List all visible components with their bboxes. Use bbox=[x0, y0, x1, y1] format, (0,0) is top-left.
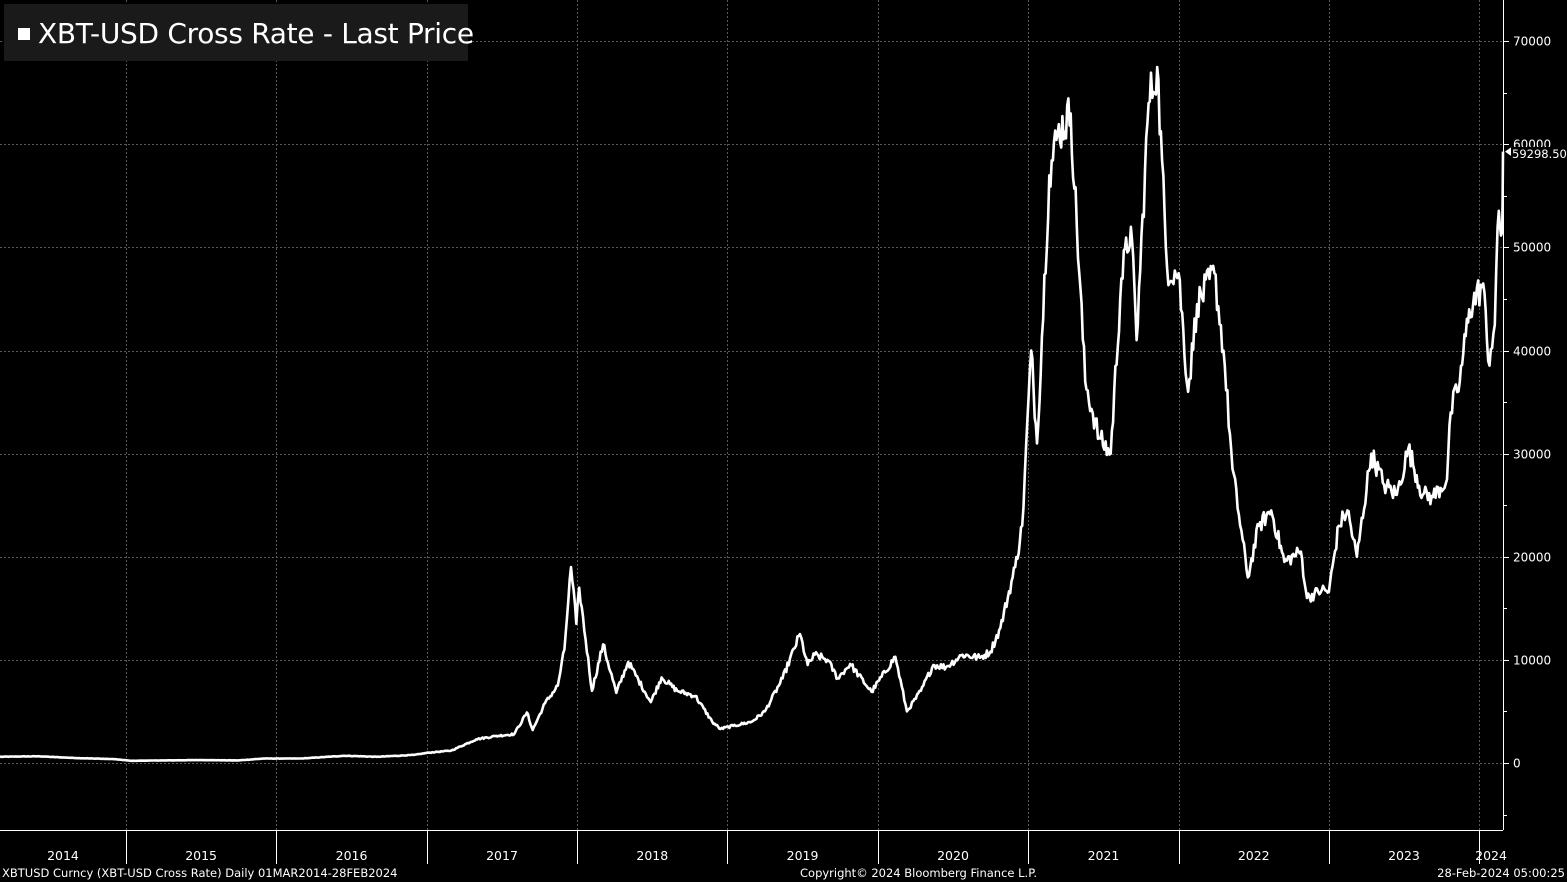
x-tick-label: 2023 bbox=[1388, 848, 1420, 863]
y-tick-label: 10000 bbox=[1513, 654, 1551, 668]
x-tick-label: 2021 bbox=[1088, 848, 1120, 863]
last-price-marker bbox=[1505, 146, 1512, 157]
y-tick-label: 50000 bbox=[1513, 241, 1551, 255]
footer-ticker-info: XBTUSD Curncy (XBT-USD Cross Rate) Daily… bbox=[2, 866, 398, 880]
x-tick-label: 2024 bbox=[1475, 848, 1507, 863]
legend-swatch bbox=[18, 28, 30, 40]
x-tick-label: 2017 bbox=[486, 848, 518, 863]
x-axis: 2014 2015 2016 2017 2018 2019 2020 2021 2022 2023… bbox=[0, 830, 1507, 864]
x-tick-label: 2014 bbox=[47, 848, 79, 863]
footer-copyright: Copyright© 2024 Bloomberg Finance L.P. bbox=[800, 866, 1037, 880]
x-tick-label: 2015 bbox=[185, 848, 217, 863]
x-tick-label: 2019 bbox=[787, 848, 819, 863]
x-tick-label: 2016 bbox=[336, 848, 368, 863]
legend-label: XBT-USD Cross Rate - Last Price bbox=[38, 17, 474, 50]
x-tick-label: 2018 bbox=[636, 848, 668, 863]
footer-timestamp: 28-Feb-2024 05:00:25 bbox=[1437, 866, 1565, 880]
x-tick-label: 2020 bbox=[937, 848, 969, 863]
last-price-label: 59298.50 bbox=[1511, 147, 1567, 161]
y-tick-label: 70000 bbox=[1513, 35, 1551, 49]
price-series-line bbox=[0, 65, 1505, 763]
grid-lines bbox=[0, 0, 1503, 830]
y-tick-label: 20000 bbox=[1513, 551, 1551, 565]
y-tick-label: 0 bbox=[1513, 757, 1521, 771]
legend: XBT-USD Cross Rate - Last Price bbox=[4, 4, 474, 61]
y-tick-label: 30000 bbox=[1513, 448, 1551, 462]
y-tick-label: 40000 bbox=[1513, 345, 1551, 359]
x-tick-label: 2022 bbox=[1238, 848, 1270, 863]
